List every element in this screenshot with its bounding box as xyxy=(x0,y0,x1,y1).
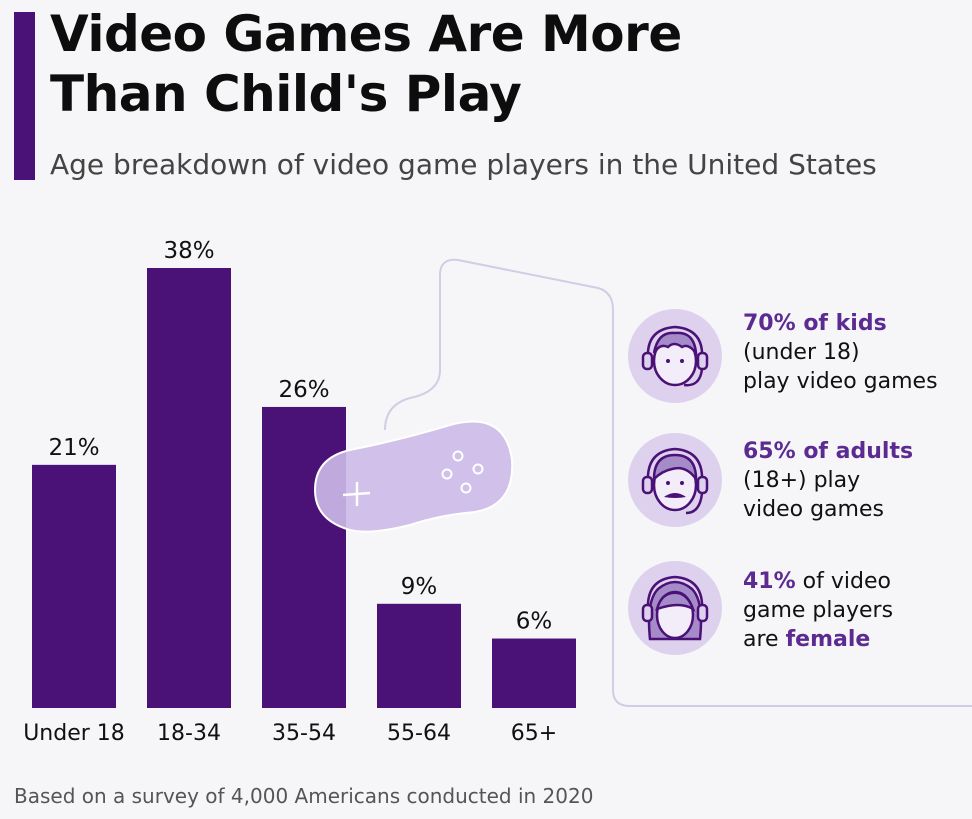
category-label: 65+ xyxy=(511,721,557,746)
subtitle: Age breakdown of video game players in t… xyxy=(50,148,877,181)
stat-female-highlight: 41% xyxy=(743,569,796,594)
stat-adults-line2: (18+) play xyxy=(743,468,861,493)
stat-female: 41% of video game players are female xyxy=(743,567,893,654)
decorative-connector-line xyxy=(384,258,972,707)
bar-18-34 xyxy=(147,268,231,708)
stat-kids-highlight: 70% of kids xyxy=(743,311,887,336)
value-label: 38% xyxy=(163,238,214,264)
category-label: 35-54 xyxy=(272,721,336,746)
title-line-2: Than Child's Play xyxy=(50,65,522,123)
value-label: 6% xyxy=(516,609,553,635)
value-label: 26% xyxy=(278,377,329,403)
bar-65- xyxy=(492,638,576,708)
female-headset-icon xyxy=(628,561,722,655)
stat-female-line3-highlight: female xyxy=(785,627,871,652)
stat-female-rest: of video xyxy=(795,569,891,594)
stat-adults-line3: video games xyxy=(743,497,884,522)
stat-kids: 70% of kids (under 18) play video games xyxy=(743,309,938,396)
game-controller-icon xyxy=(313,420,514,533)
category-label: Under 18 xyxy=(23,721,125,746)
bar-under-18 xyxy=(32,464,116,708)
stat-female-line2: game players xyxy=(743,598,894,623)
bars-group: 21% Under 18 38% 18-34 26% 35-54 9% 55-64 6% 65+ xyxy=(23,238,576,746)
bar-35-54 xyxy=(262,406,346,708)
category-label: 55-64 xyxy=(387,721,451,746)
page-title: Video Games Are More Than Child's Play xyxy=(50,4,682,124)
stat-adults: 65% of adults (18+) play video games xyxy=(743,437,913,524)
value-label: 9% xyxy=(401,574,438,600)
adult-headset-icon xyxy=(628,433,722,527)
bar-55-64 xyxy=(377,603,461,708)
category-label: 18-34 xyxy=(157,721,221,746)
stat-kids-line3: play video games xyxy=(743,369,938,394)
stat-adults-highlight: 65% of adults xyxy=(743,439,914,464)
kid-headset-icon xyxy=(628,309,722,403)
value-label: 21% xyxy=(48,435,99,461)
title-line-1: Video Games Are More xyxy=(50,5,682,63)
title-accent-bar xyxy=(14,12,35,180)
stat-kids-line2: (under 18) xyxy=(743,340,860,365)
source-note: Based on a survey of 4,000 Americans con… xyxy=(14,784,594,808)
stat-female-line3-pre: are xyxy=(743,627,786,652)
